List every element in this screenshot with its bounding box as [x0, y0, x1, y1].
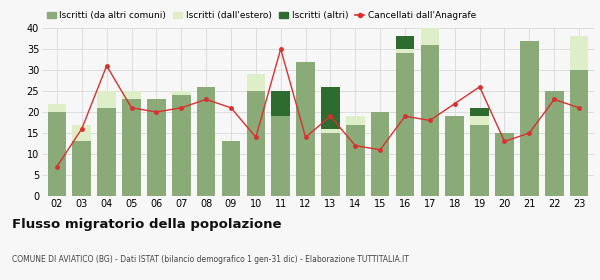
- Bar: [197, 87, 215, 196]
- Bar: [520, 41, 539, 196]
- Bar: [73, 141, 91, 196]
- Text: COMUNE DI AVIATICO (BG) - Dati ISTAT (bilancio demografico 1 gen-31 dic) - Elabo: COMUNE DI AVIATICO (BG) - Dati ISTAT (bi…: [12, 255, 409, 264]
- Bar: [346, 116, 365, 125]
- Bar: [271, 91, 290, 116]
- Bar: [321, 87, 340, 129]
- Bar: [470, 125, 489, 196]
- Bar: [172, 95, 191, 196]
- Bar: [47, 104, 66, 112]
- Bar: [421, 45, 439, 196]
- Bar: [421, 28, 439, 45]
- Bar: [97, 91, 116, 108]
- Bar: [396, 36, 415, 49]
- Bar: [122, 99, 141, 196]
- Bar: [247, 91, 265, 196]
- Bar: [122, 91, 141, 99]
- Bar: [545, 91, 563, 196]
- Bar: [346, 125, 365, 196]
- Bar: [396, 49, 415, 53]
- Bar: [296, 62, 315, 196]
- Bar: [570, 36, 589, 70]
- Bar: [321, 133, 340, 196]
- Bar: [570, 70, 589, 196]
- Legend: Iscritti (da altri comuni), Iscritti (dall'estero), Iscritti (altri), Cancellati: Iscritti (da altri comuni), Iscritti (da…: [47, 11, 476, 20]
- Text: Flusso migratorio della popolazione: Flusso migratorio della popolazione: [12, 218, 281, 231]
- Bar: [172, 91, 191, 95]
- Bar: [247, 74, 265, 91]
- Bar: [495, 133, 514, 196]
- Bar: [470, 116, 489, 125]
- Bar: [445, 116, 464, 196]
- Bar: [221, 141, 240, 196]
- Bar: [147, 99, 166, 196]
- Bar: [271, 116, 290, 196]
- Bar: [97, 108, 116, 196]
- Bar: [396, 53, 415, 196]
- Bar: [321, 129, 340, 133]
- Bar: [371, 112, 389, 196]
- Bar: [47, 112, 66, 196]
- Bar: [73, 125, 91, 141]
- Bar: [470, 108, 489, 116]
